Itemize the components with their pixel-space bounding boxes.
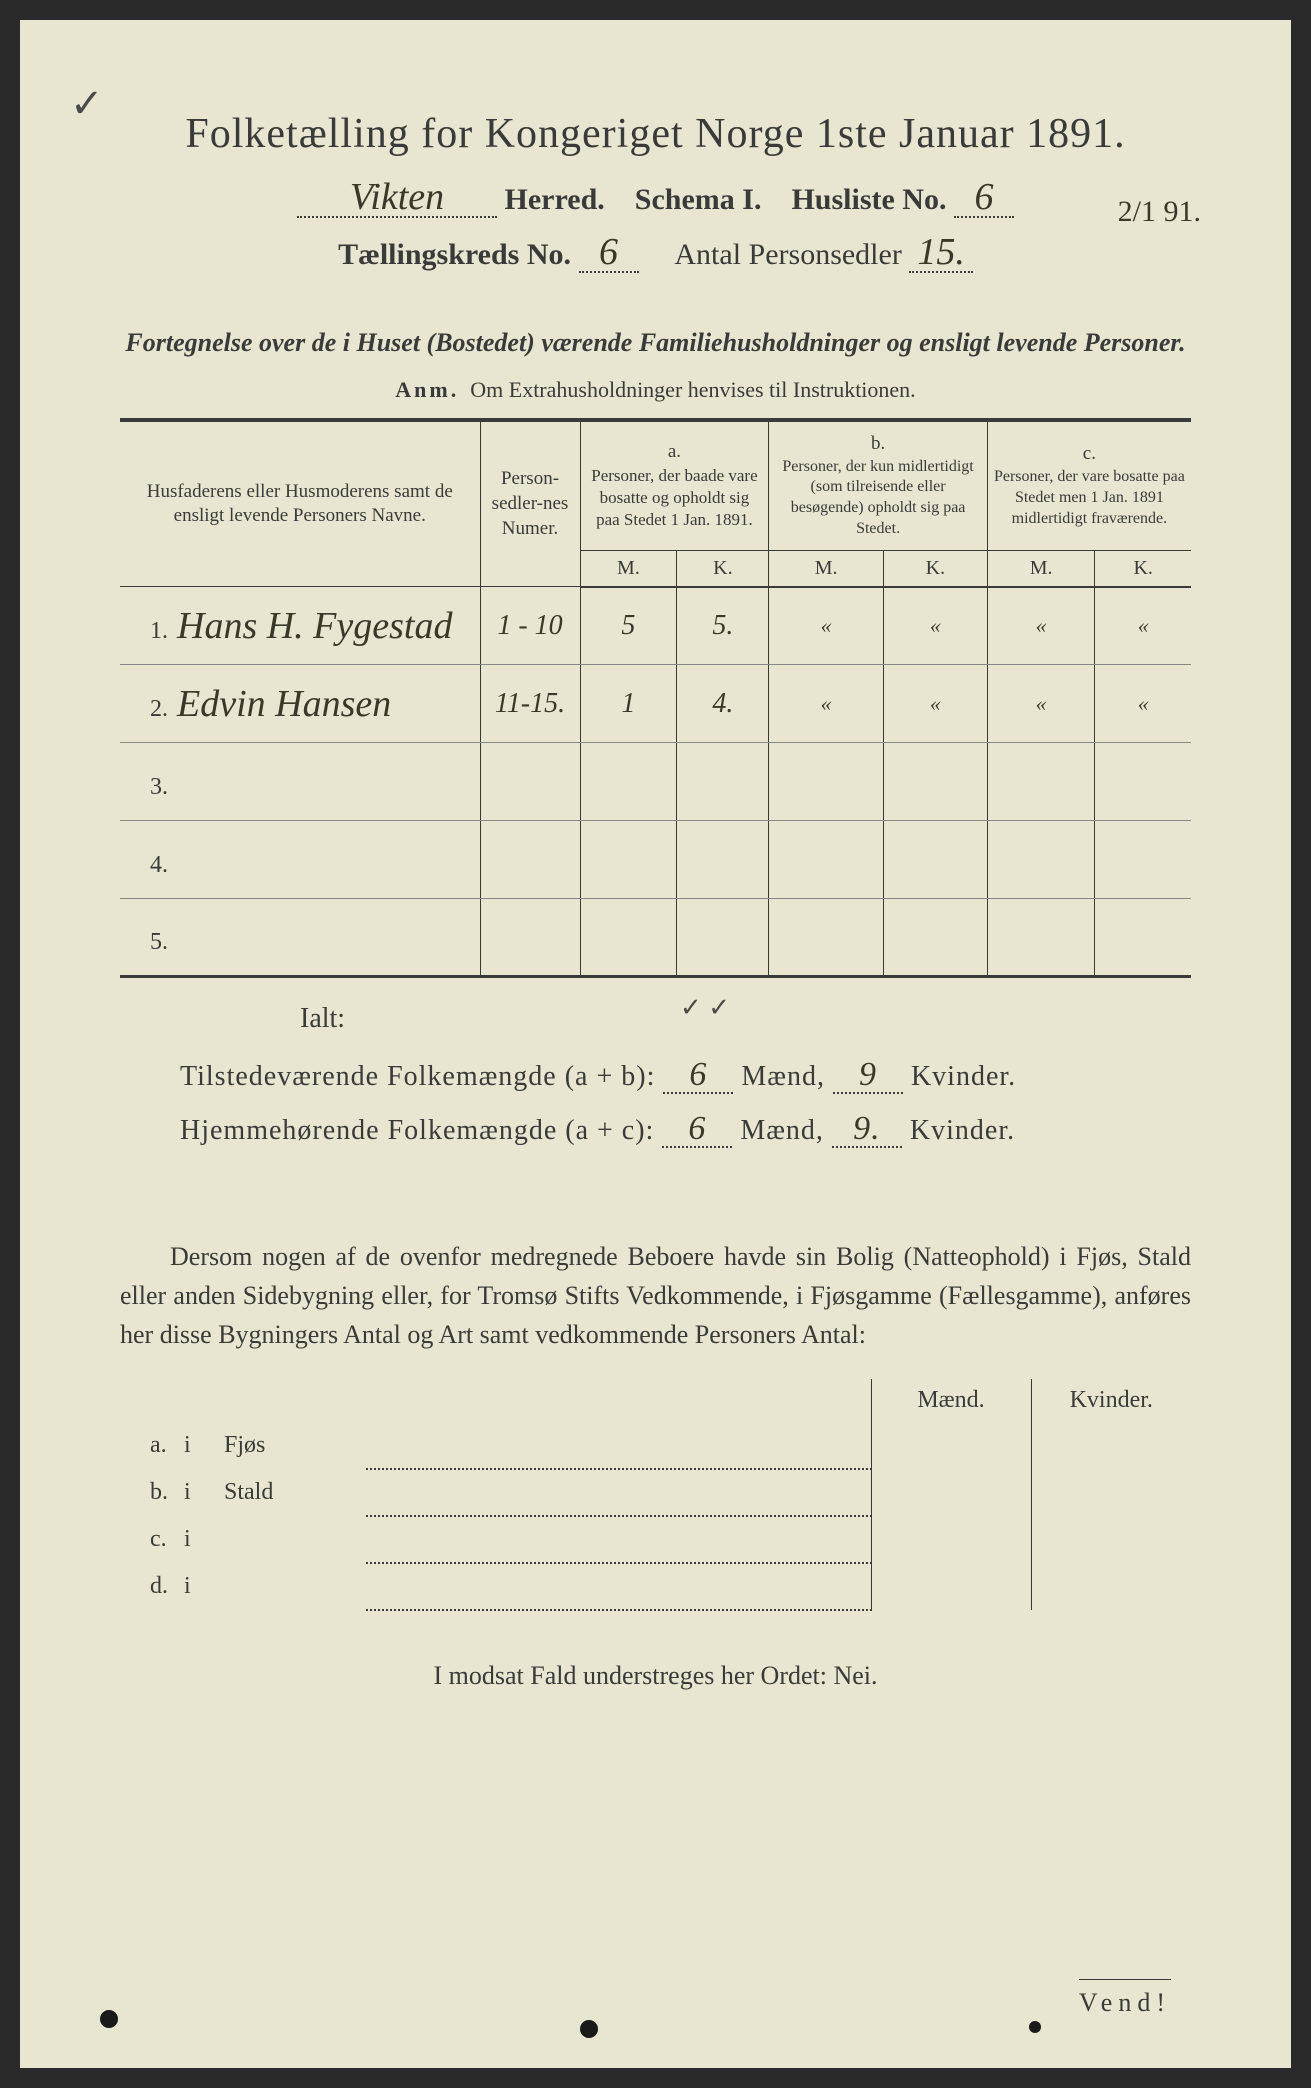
punch-hole	[1029, 2021, 1041, 2033]
c-k: K.	[1095, 550, 1191, 587]
col-c-label: c.	[994, 442, 1185, 467]
page-title: Folketælling for Kongeriget Norge 1ste J…	[120, 110, 1191, 158]
col-a: a. Personer, der baade vare bosatte og o…	[580, 420, 769, 550]
antal-value: 15.	[909, 233, 973, 273]
sub-row: c.i	[120, 1516, 1191, 1563]
totals-line-2: Hjemmehørende Folkemængde (a + c): 6 Mæn…	[180, 1104, 1191, 1157]
col-c: c. Personer, der vare bosatte paa Stedet…	[987, 420, 1191, 550]
col-numer: Person-sedler-nes Numer.	[480, 420, 580, 587]
punch-hole	[580, 2020, 598, 2038]
anm-line: Anm. Om Extrahusholdninger henvises til …	[120, 377, 1191, 403]
vend-label: Vend!	[1079, 1979, 1171, 2018]
sub-row: d.i	[120, 1563, 1191, 1610]
col-a-label: a.	[587, 440, 763, 465]
kreds-label: Tællingskreds No.	[338, 238, 571, 271]
col-b: b. Personer, der kun midlertidigt (som t…	[769, 420, 987, 550]
table-row: 1. Hans H. Fygestad1 - 1055.««««	[120, 587, 1191, 665]
corner-checkmark: ✓	[70, 80, 104, 127]
b-k: K.	[883, 550, 987, 587]
totals-line-1: Tilstedeværende Folkemængde (a + b): 6 M…	[180, 1050, 1191, 1103]
date-annotation: 2/1 91.	[1118, 195, 1201, 229]
punch-hole	[100, 2010, 118, 2028]
schema-label: Schema I.	[635, 183, 762, 216]
intro-text: Fortegnelse over de i Huset (Bostedet) v…	[120, 323, 1191, 362]
table-row: 4.	[120, 821, 1191, 899]
sub-maend: Mænd.	[871, 1379, 1031, 1422]
col-a-text: Personer, der baade vare bosatte og opho…	[587, 465, 763, 531]
totals-line2-m: 6	[662, 1112, 732, 1148]
header-row-1: Vikten Herred. Schema I. Husliste No. 6	[120, 178, 1191, 218]
nei-line: I modsat Fald understreges her Ordet: Ne…	[120, 1661, 1191, 1691]
a-k: K.	[677, 550, 769, 587]
table-row: 2. Edvin Hansen11-15.14.««««	[120, 665, 1191, 743]
a-m: M.	[580, 550, 677, 587]
maend-label2: Mænd,	[740, 1115, 824, 1146]
totals-line2-k: 9.	[832, 1112, 902, 1148]
husliste-value: 6	[954, 178, 1014, 218]
census-form-page: ✓ Folketælling for Kongeriget Norge 1ste…	[20, 20, 1291, 2068]
col-b-label: b.	[775, 432, 980, 457]
table-row: 5.	[120, 899, 1191, 977]
sub-table: Mænd. Kvinder. a.iFjøsb.iStaldc.id.i	[120, 1379, 1191, 1611]
col-c-text: Personer, der vare bosatte paa Stedet me…	[994, 467, 1185, 529]
anm-text: Om Extrahusholdninger henvises til Instr…	[470, 377, 915, 402]
col-b-text: Personer, der kun midlertidigt (som tilr…	[775, 457, 980, 540]
herred-label: Herred.	[505, 183, 605, 216]
building-paragraph: Dersom nogen af de ovenfor medregnede Be…	[120, 1237, 1191, 1354]
sub-kvinder: Kvinder.	[1031, 1379, 1191, 1422]
b-m: M.	[769, 550, 884, 587]
sub-row: b.iStald	[120, 1469, 1191, 1516]
husliste-label: Husliste No.	[791, 183, 946, 216]
ialt-label: Ialt:	[300, 1003, 1191, 1035]
header-row-2: Tællingskreds No. 6 Antal Personsedler 1…	[120, 233, 1191, 273]
ialt-checks: ✓ ✓	[680, 993, 730, 1023]
table-row: 3.	[120, 743, 1191, 821]
kreds-value: 6	[579, 233, 639, 273]
maend-label: Mænd,	[741, 1061, 825, 1092]
main-table: Husfaderens eller Husmoderens samt de en…	[120, 418, 1191, 978]
c-m: M.	[987, 550, 1095, 587]
sub-row: a.iFjøs	[120, 1422, 1191, 1469]
totals-line2-label: Hjemmehørende Folkemængde (a + c):	[180, 1115, 654, 1146]
kvinder-label2: Kvinder.	[910, 1115, 1015, 1146]
totals-line1-k: 9	[833, 1058, 903, 1094]
anm-label: Anm.	[395, 377, 459, 402]
col-names: Husfaderens eller Husmoderens samt de en…	[120, 420, 480, 587]
totals-line1-m: 6	[663, 1058, 733, 1094]
totals-block: Tilstedeværende Folkemængde (a + b): 6 M…	[180, 1050, 1191, 1156]
totals-line1-label: Tilstedeværende Folkemængde (a + b):	[180, 1061, 655, 1092]
herred-value: Vikten	[297, 178, 497, 218]
antal-label: Antal Personsedler	[674, 238, 901, 271]
kvinder-label: Kvinder.	[911, 1061, 1016, 1092]
